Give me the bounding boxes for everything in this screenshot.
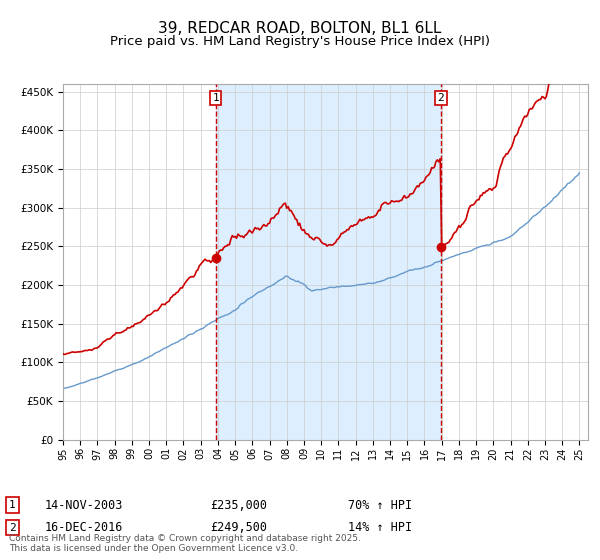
- Text: 14% ↑ HPI: 14% ↑ HPI: [348, 521, 412, 534]
- Text: Price paid vs. HM Land Registry's House Price Index (HPI): Price paid vs. HM Land Registry's House …: [110, 35, 490, 48]
- Text: 2: 2: [9, 522, 16, 533]
- Text: £249,500: £249,500: [210, 521, 267, 534]
- Bar: [215, 84, 441, 440]
- Text: 39, REDCAR ROAD, BOLTON, BL1 6LL: 39, REDCAR ROAD, BOLTON, BL1 6LL: [158, 21, 442, 36]
- Text: 1: 1: [212, 94, 219, 103]
- Text: £235,000: £235,000: [210, 498, 267, 512]
- Text: 70% ↑ HPI: 70% ↑ HPI: [348, 498, 412, 512]
- Text: 16-DEC-2016: 16-DEC-2016: [45, 521, 124, 534]
- Text: 1: 1: [9, 500, 16, 510]
- Text: 14-NOV-2003: 14-NOV-2003: [45, 498, 124, 512]
- Text: Contains HM Land Registry data © Crown copyright and database right 2025.
This d: Contains HM Land Registry data © Crown c…: [9, 534, 361, 553]
- Text: 2: 2: [437, 94, 445, 103]
